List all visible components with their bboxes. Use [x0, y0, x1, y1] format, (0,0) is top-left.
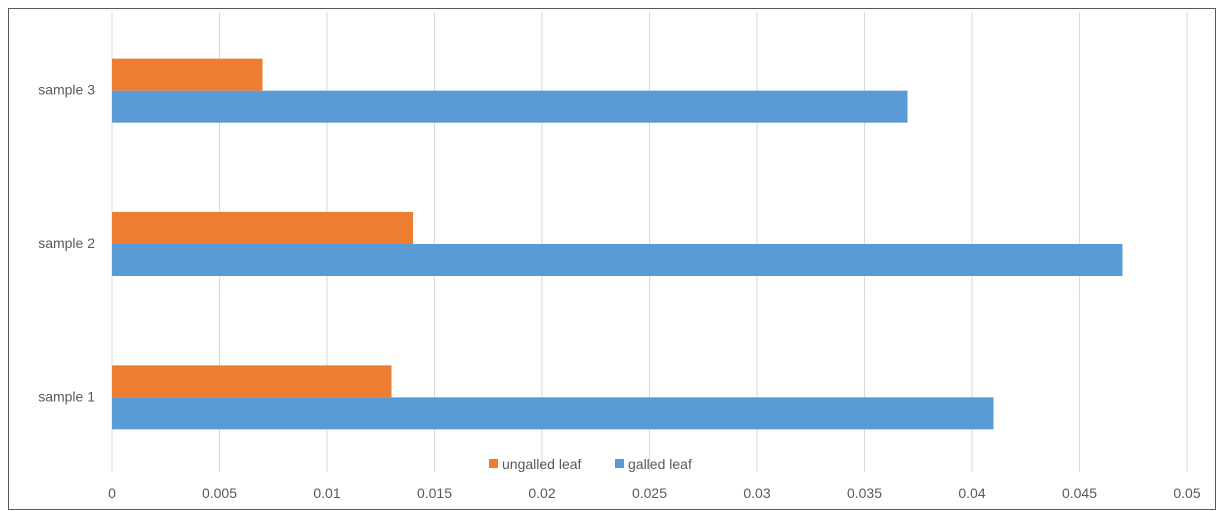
legend: ungalled leaf galled leaf [489, 456, 692, 472]
category-axis: sample 1 sample 2 sample 3 [38, 82, 95, 405]
legend-swatch-ungalled-leaf [489, 459, 498, 468]
x-tick-label-3: 0.015 [417, 485, 452, 501]
bars [112, 58, 1123, 430]
value-axis: 0 0.005 0.01 0.015 0.02 0.025 0.03 0.035 0.04 0.0… [108, 485, 1201, 501]
bar-galled-leaf-1 [112, 397, 994, 430]
x-tick-label-2: 0.01 [313, 485, 340, 501]
legend-swatch-galled-leaf [615, 459, 624, 468]
x-tick-label-1: 0.005 [202, 485, 237, 501]
bar-galled-leaf-2 [112, 244, 1123, 276]
bar-ungalled-leaf-3 [112, 58, 263, 91]
bar-ungalled-leaf-1 [112, 365, 392, 398]
x-tick-label-10: 0.05 [1173, 485, 1200, 501]
x-tick-label-4: 0.02 [528, 485, 555, 501]
x-tick-label-9: 0.045 [1062, 485, 1097, 501]
x-tick-label-6: 0.03 [743, 485, 770, 501]
legend-label-galled-leaf: galled leaf [628, 456, 692, 472]
bar-galled-leaf-3 [112, 90, 908, 123]
category-label-1: sample 1 [38, 388, 95, 404]
x-tick-label-5: 0.025 [632, 485, 667, 501]
x-tick-label-0: 0 [108, 485, 116, 501]
category-label-3: sample 3 [38, 82, 95, 98]
category-label-2: sample 2 [38, 235, 95, 251]
x-tick-label-7: 0.035 [847, 485, 882, 501]
legend-label-ungalled-leaf: ungalled leaf [502, 456, 582, 472]
x-tick-label-8: 0.04 [958, 485, 985, 501]
bar-ungalled-leaf-2 [112, 212, 413, 244]
